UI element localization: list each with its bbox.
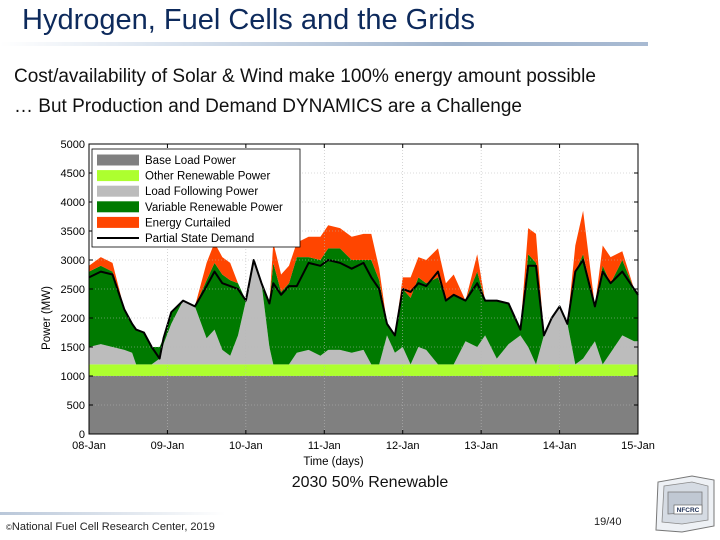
area-base [89, 376, 638, 434]
credit-label: National Fuel Cell Research Center, 2019 [11, 521, 215, 533]
y-tick-label: 3500 [61, 226, 85, 238]
slide-title: Hydrogen, Fuel Cells and the Grids [22, 4, 475, 36]
x-tick-label: 14-Jan [543, 440, 577, 452]
y-tick-label: 4500 [61, 168, 85, 180]
x-tick-label: 13-Jan [464, 440, 498, 452]
x-tick-label: 08-Jan [72, 440, 106, 452]
nfcrc-logo: NFCRC [655, 475, 715, 533]
x-tick-label: 10-Jan [229, 440, 263, 452]
legend-label: Load Following Power [145, 186, 258, 198]
y-tick-label: 2500 [61, 284, 85, 296]
legend-label: Base Load Power [145, 155, 236, 167]
legend-label: Partial State Demand [145, 233, 254, 245]
y-tick-label: 1000 [61, 371, 85, 383]
page-number: 19/40 [594, 516, 622, 528]
legend-swatch [97, 201, 139, 213]
footer-rule [0, 512, 225, 515]
area-curtailed [89, 210, 638, 347]
y-tick-label: 1500 [61, 342, 85, 354]
power-stack-chart: 08-Jan 09-Jan 10-Jan 11-Jan 12-Jan 13-Jan 14-J… [41, 139, 655, 468]
y-tick-label: 3000 [61, 255, 85, 267]
credit-text: ©National Fuel Cell Research Center, 201… [6, 521, 215, 533]
x-axis-label: Time (days) [303, 456, 363, 468]
subtitle-line-1: Cost/availability of Solar & Wind make 1… [14, 66, 596, 87]
y-tick-label: 500 [67, 400, 85, 412]
x-tick-label: 09-Jan [151, 440, 185, 452]
legend-label: Energy Curtailed [145, 217, 231, 229]
legend-swatch [97, 185, 139, 197]
y-tick-label: 2000 [61, 313, 85, 325]
x-tick-label: 12-Jan [386, 440, 420, 452]
legend-swatch [97, 170, 139, 182]
title-underline [0, 42, 648, 46]
x-tick-label: 15-Jan [621, 440, 655, 452]
y-tick-label: 4000 [61, 197, 85, 209]
demand-line [88, 259, 639, 360]
legend-label: Other Renewable Power [145, 171, 270, 183]
plot-frame [88, 143, 639, 435]
logo-text: NFCRC [677, 507, 700, 514]
x-tick-label: 11-Jan [308, 440, 341, 452]
y-tick-label: 5000 [61, 139, 85, 151]
y-tick-label: 0 [79, 429, 85, 441]
legend-swatch [97, 216, 139, 228]
area-other_renewable [89, 364, 638, 376]
legend-label: Variable Renewable Power [145, 202, 283, 214]
chart-caption: 2030 50% Renewable [291, 474, 449, 491]
copyright-symbol: © [6, 523, 12, 532]
subtitle-line-2: … But Production and Demand DYNAMICS are… [14, 96, 522, 117]
y-axis-label: Power (MW) [41, 286, 53, 350]
legend-swatch [97, 154, 139, 166]
